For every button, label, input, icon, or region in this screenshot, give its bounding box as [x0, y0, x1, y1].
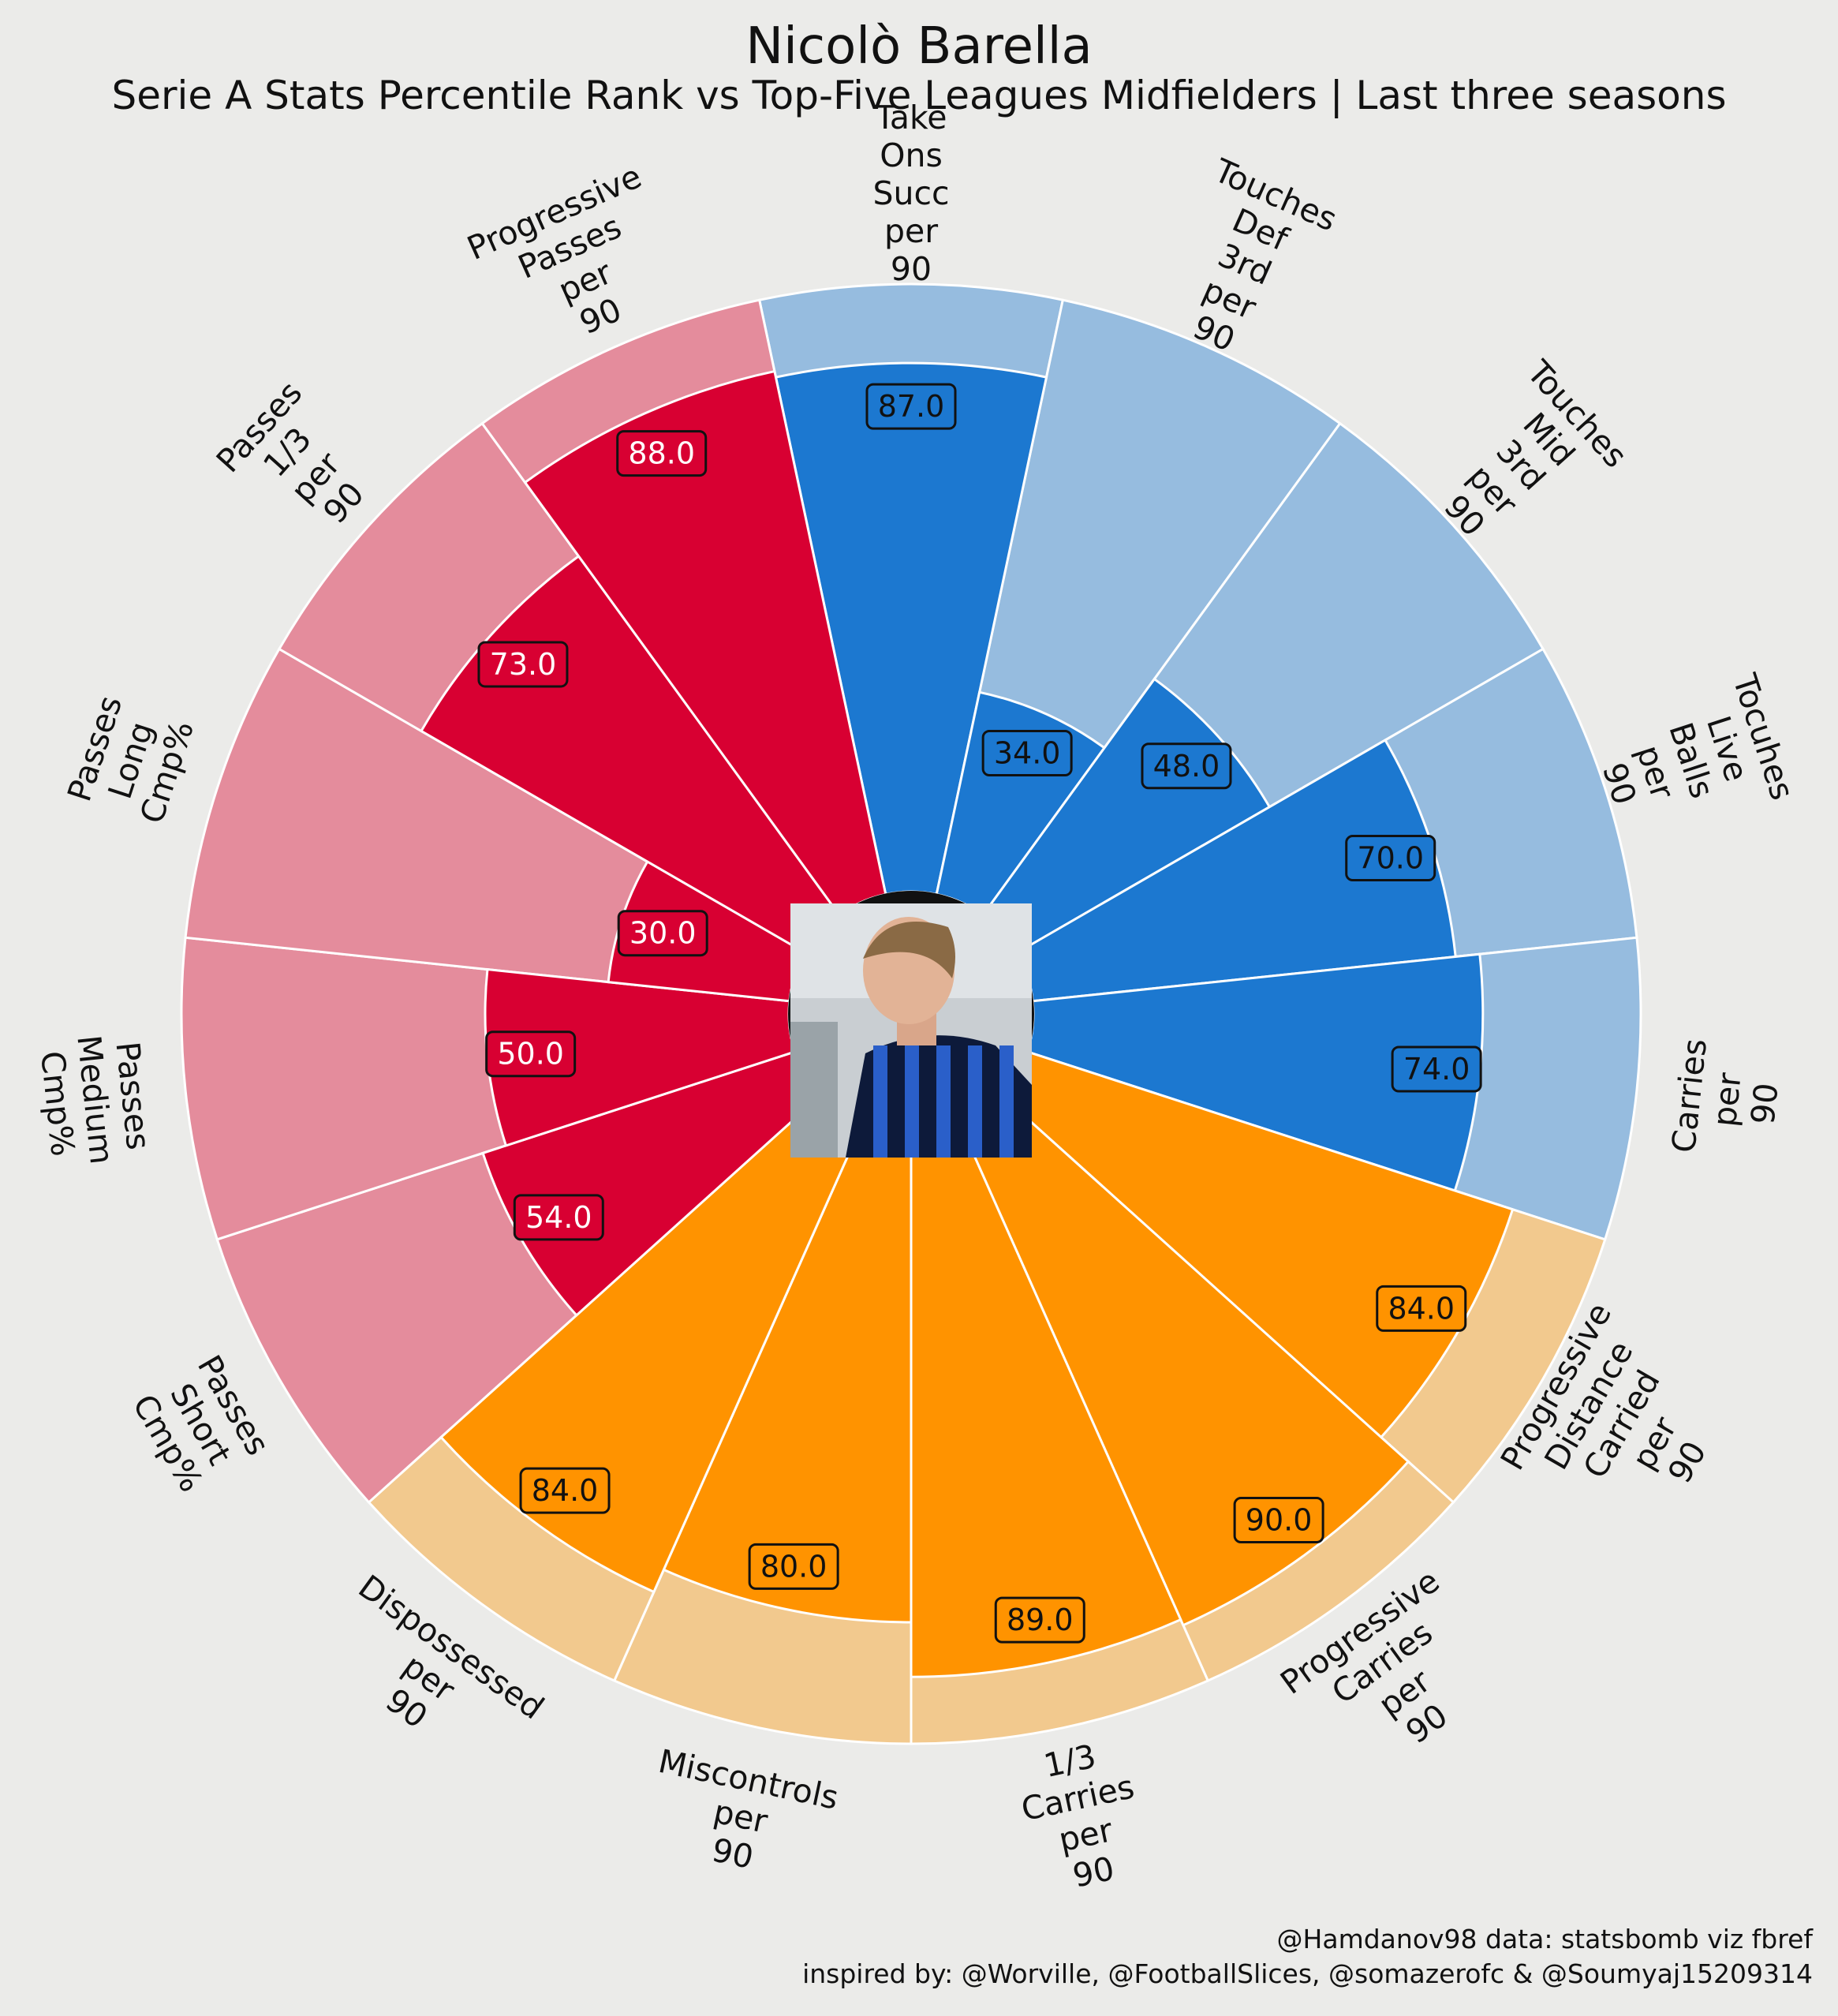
credit-line-2: inspired by: @Worville, @FootballSlices,… — [802, 1958, 1813, 1989]
svg-text:54.0: 54.0 — [525, 1200, 592, 1235]
svg-text:PassesShortCmp%: PassesShortCmp% — [125, 1349, 277, 1500]
svg-text:PassesMediumCmp%: PassesMediumCmp% — [32, 1030, 159, 1170]
value-label: 90.0 — [1233, 1497, 1324, 1544]
category-label: Carriesper90 — [1664, 1037, 1789, 1162]
svg-text:90.0: 90.0 — [1246, 1503, 1313, 1538]
category-label: PassesLongCmp% — [60, 691, 201, 829]
svg-text:1/3Carriesper90: 1/3Carriesper90 — [1010, 1730, 1152, 1902]
chart-subtitle: Serie A Stats Percentile Rank vs Top-Fiv… — [111, 73, 1727, 118]
svg-text:70.0: 70.0 — [1357, 841, 1424, 876]
svg-text:48.0: 48.0 — [1153, 749, 1220, 784]
svg-text:84.0: 84.0 — [532, 1473, 599, 1508]
value-wedges — [419, 361, 1515, 1678]
value-label: 84.0 — [1376, 1285, 1467, 1332]
svg-text:Miscontrolsper90: Miscontrolsper90 — [640, 1742, 842, 1891]
svg-text:84.0: 84.0 — [1388, 1291, 1455, 1326]
svg-text:50.0: 50.0 — [497, 1037, 564, 1072]
player-photo-icon — [788, 891, 1034, 1158]
value-label: 30.0 — [617, 910, 708, 957]
value-label: 34.0 — [981, 729, 1073, 776]
svg-text:87.0: 87.0 — [878, 389, 945, 424]
svg-text:34.0: 34.0 — [994, 735, 1061, 770]
svg-text:73.0: 73.0 — [490, 647, 557, 682]
category-label: 1/3Carriesper90 — [1010, 1730, 1152, 1902]
credit-line-1: @Hamdanov98 data: statsbomb viz fbref — [1276, 1924, 1813, 1954]
category-label: Take Ons Succ per 90 — [872, 99, 949, 288]
svg-text:80.0: 80.0 — [760, 1549, 827, 1584]
svg-text:PassesLongCmp%: PassesLongCmp% — [60, 691, 201, 829]
value-label: 54.0 — [513, 1194, 604, 1241]
svg-text:74.0: 74.0 — [1403, 1052, 1470, 1087]
svg-text:89.0: 89.0 — [1007, 1603, 1074, 1637]
svg-text:30.0: 30.0 — [629, 916, 697, 951]
value-label: 70.0 — [1345, 835, 1436, 882]
category-label: Miscontrolsper90 — [640, 1742, 842, 1891]
value-label: 89.0 — [994, 1596, 1085, 1644]
svg-text:88.0: 88.0 — [628, 436, 695, 471]
chart-title: Nicolò Barella — [745, 17, 1093, 76]
value-label: 88.0 — [616, 430, 708, 477]
value-label: 84.0 — [519, 1467, 611, 1514]
value-label: 50.0 — [485, 1030, 577, 1078]
category-label: PassesShortCmp% — [125, 1349, 277, 1500]
category-label: PassesMediumCmp% — [32, 1030, 159, 1170]
value-label: 74.0 — [1391, 1045, 1482, 1093]
value-label: 87.0 — [865, 383, 957, 430]
value-label: 73.0 — [477, 641, 569, 688]
value-label: 80.0 — [748, 1543, 839, 1590]
value-labels: 87.0 34.0 48.0 70.0 74.0 84.0 90.0 89.0 80.0 84.0… — [477, 383, 1482, 1644]
svg-text:Carriesper90: Carriesper90 — [1664, 1037, 1789, 1162]
value-label: 48.0 — [1141, 742, 1232, 790]
